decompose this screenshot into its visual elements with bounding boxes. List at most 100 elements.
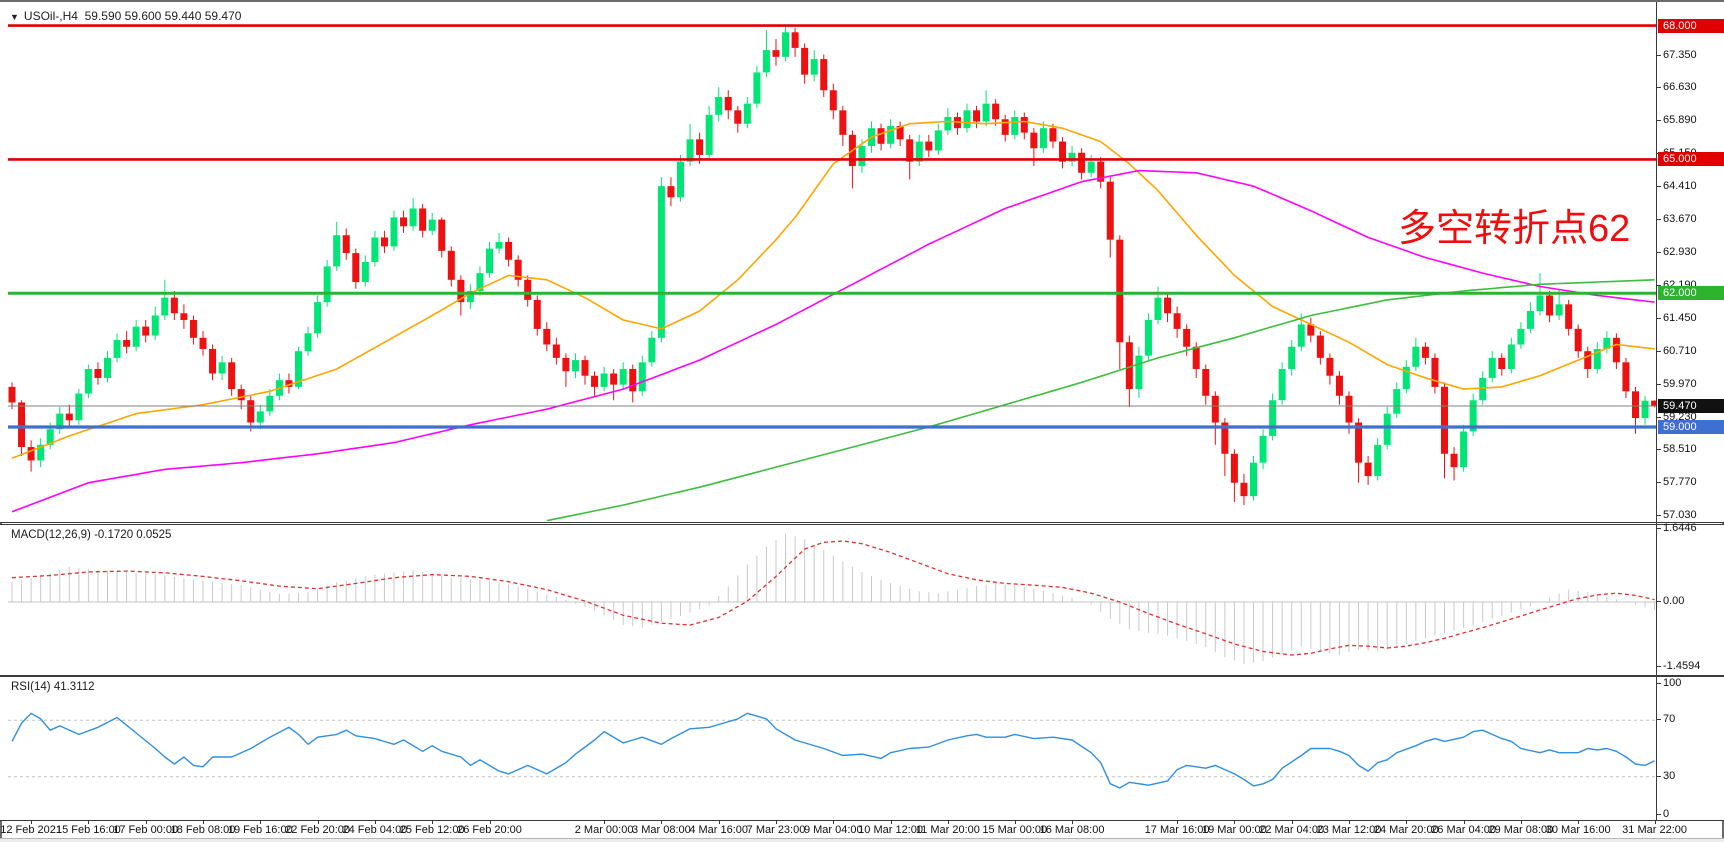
time-axis-tick	[661, 820, 663, 824]
rsi-axis-label: 70	[1663, 713, 1676, 726]
time-axis-tick	[1406, 820, 1408, 824]
time-axis-tick	[1578, 820, 1580, 824]
price-line-badge: 62.000	[1658, 286, 1724, 301]
annotation-text: 多空转折点62	[1398, 208, 1631, 250]
time-axis-label: 25 Feb 12:00	[399, 824, 465, 836]
price-line-badge: 59.470	[1658, 399, 1724, 414]
time-axis-tick	[1234, 820, 1236, 824]
price-axis-label: 62.930	[1663, 245, 1697, 258]
time-axis-tick	[1654, 820, 1656, 824]
time-axis-label: 31 Mar 22:00	[1622, 824, 1687, 836]
time-axis-tick	[947, 820, 949, 824]
time-axis-tick	[1520, 820, 1522, 824]
price-axis-tick	[1657, 514, 1661, 516]
macd-label: MACD(12,26,9) -0.1720 0.0525	[11, 529, 172, 541]
price-axis-label: 59.970	[1663, 377, 1697, 390]
time-axis-tick	[203, 820, 204, 824]
time-axis-tick	[718, 820, 720, 824]
price-axis-label: 60.710	[1663, 344, 1697, 357]
price-axis-label: 67.350	[1663, 48, 1697, 61]
price-axis-tick	[1657, 481, 1661, 483]
time-axis-label: 15 Mar 00:00	[982, 824, 1048, 836]
time-axis-label: 19 Feb 16:00	[227, 824, 293, 836]
time-axis-tick	[31, 820, 33, 824]
price-axis-tick	[1657, 350, 1661, 352]
chevron-down-icon[interactable]: ▼	[10, 12, 19, 22]
time-axis-tick	[317, 820, 319, 824]
time-axis-tick	[890, 820, 892, 824]
time-axis-label: 24 Mar 20:00	[1373, 824, 1439, 836]
rsi-axis-tick	[1657, 814, 1661, 815]
rsi-panel: RSI(14) 41.3112	[0, 676, 1724, 821]
price-axis-tick	[1657, 218, 1661, 220]
macd-axis-label: -1.4594	[1663, 659, 1701, 672]
price-axis-tick	[1657, 448, 1661, 450]
time-axis-label: 3 Mar 08:00	[632, 824, 691, 836]
time-axis-tick	[88, 820, 90, 824]
price-panel: ▼ USOil-,H4 59.590 59.600 59.440 59.470 多…	[0, 2, 1724, 523]
rsi-line	[11, 712, 1655, 789]
rsi-label: RSI(14) 41.3112	[11, 681, 95, 693]
rsi-axis-tick	[1657, 683, 1661, 684]
price-axis-tick	[1657, 54, 1661, 56]
time-axis-tick	[432, 820, 434, 824]
symbol-header: ▼ USOil-,H4 59.590 59.600 59.440 59.470	[10, 9, 241, 23]
window-bottom-edge	[0, 838, 1724, 842]
rsi-axis-label: 0	[1663, 808, 1670, 820]
price-axis-tick	[1657, 86, 1661, 88]
time-axis-label: 23 Mar 12:00	[1316, 824, 1382, 836]
time-axis-tick	[1072, 820, 1074, 824]
time-axis-tick	[260, 820, 262, 824]
symbol-period-label: USOil-,H4	[23, 9, 78, 23]
price-axis-separator	[1656, 2, 1657, 820]
ma-slow-green	[546, 279, 1655, 521]
macd-signal-line	[11, 540, 1655, 656]
window-frame-top	[0, 0, 1724, 2]
price-line-badge: 65.000	[1658, 152, 1724, 167]
time-axis-label: 30 Mar 16:00	[1545, 824, 1611, 836]
time-axis-label: 17 Feb 00:00	[113, 824, 179, 836]
price-axis-label: 63.670	[1663, 212, 1697, 225]
price-axis-tick	[1657, 251, 1661, 253]
rsi-axis-label: 30	[1663, 769, 1676, 782]
time-axis-tick	[145, 820, 147, 824]
price-axis-label: 64.410	[1663, 179, 1697, 192]
rsi-axis-label: 100	[1663, 677, 1682, 689]
time-axis-tick	[489, 820, 491, 824]
price-chart-canvas[interactable]	[8, 2, 1656, 521]
time-axis-label: 11 Mar 20:00	[915, 824, 980, 836]
price-axis-tick	[1657, 185, 1661, 187]
time-axis-label: 22 Mar 04:00	[1259, 824, 1325, 836]
price-axis-label: 61.450	[1663, 311, 1697, 324]
macd-axis-label: 0.00	[1663, 595, 1685, 607]
time-axis-label: 2 Mar 00:00	[574, 824, 634, 836]
price-line-badge: 68.000	[1658, 18, 1724, 33]
macd-axis-tick	[1657, 601, 1661, 602]
price-axis-label: 57.770	[1663, 475, 1697, 488]
price-axis-tick	[1657, 416, 1661, 418]
price-axis-label: 57.030	[1663, 508, 1697, 521]
time-axis-label: 26 Mar 04:00	[1431, 824, 1496, 836]
time-axis-label: 19 Mar 00:00	[1201, 824, 1267, 836]
time-axis-label: 10 Mar 12:00	[858, 824, 923, 836]
time-axis-label: 22 Feb 20:00	[285, 824, 351, 836]
time-axis-tick	[833, 820, 835, 824]
time-axis-label: 7 Mar 23:00	[746, 824, 806, 836]
time-axis-tick	[1291, 820, 1293, 824]
rsi-chart-canvas[interactable]	[8, 677, 1656, 819]
time-axis-tick	[604, 820, 606, 824]
time-axis-label: 18 Feb 08:00	[170, 824, 236, 836]
macd-axis-label: 1.6446	[1663, 522, 1697, 535]
time-axis-tick	[1014, 820, 1016, 824]
rsi-axis-tick	[1657, 719, 1661, 721]
price-axis-tick	[1657, 119, 1661, 121]
time-axis-label: 26 Feb 20:00	[457, 824, 522, 836]
time-axis-tick	[1463, 820, 1465, 824]
time-axis-tick	[374, 820, 376, 824]
time-axis-label: 12 Feb 2021	[0, 824, 62, 836]
price-line-badge: 59.000	[1658, 420, 1724, 434]
macd-chart-canvas[interactable]	[8, 525, 1656, 674]
time-axis-label: 15 Feb 16:00	[55, 824, 121, 836]
time-axis-tick	[1349, 820, 1350, 824]
